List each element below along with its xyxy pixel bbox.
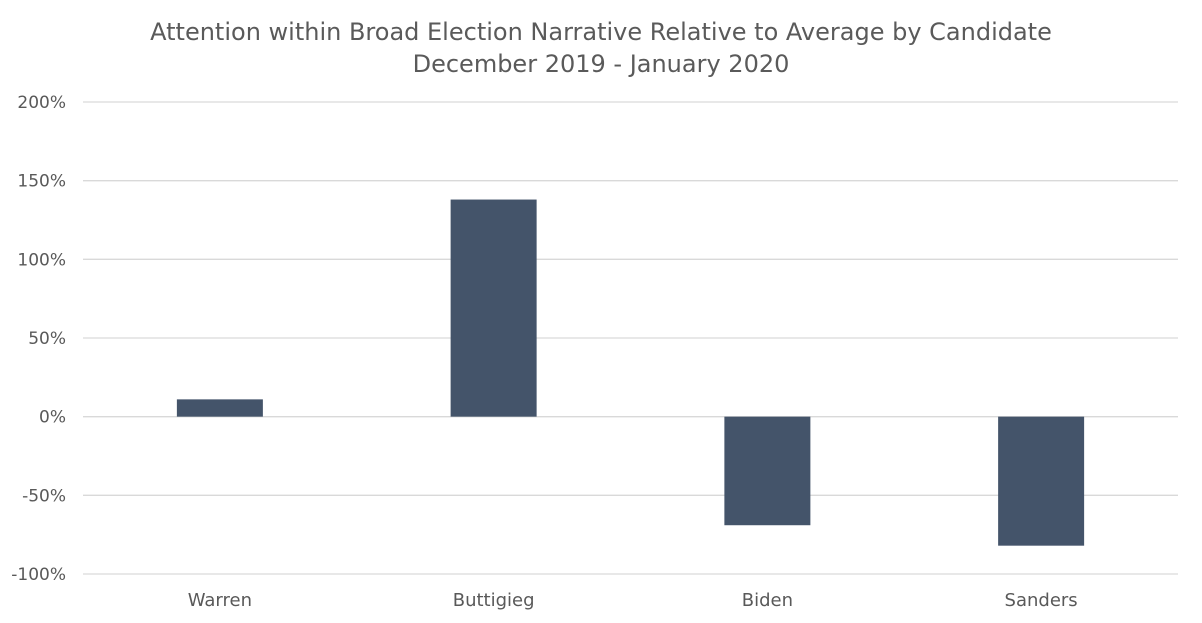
y-tick-label: -100% (11, 565, 66, 585)
y-tick-label: -50% (22, 486, 66, 506)
x-category-label: Biden (742, 590, 793, 611)
bar-buttigieg (450, 199, 537, 417)
x-category-label: Buttigieg (453, 590, 535, 611)
x-category-label: Sanders (1005, 590, 1078, 611)
chart-title: Attention within Broad Election Narrativ… (150, 18, 1052, 46)
bars (176, 199, 1085, 546)
chart-subtitle: December 2019 - January 2020 (413, 50, 790, 78)
y-tick-label: 150% (17, 172, 66, 192)
x-axis-category-labels: Warren Buttigieg Biden Sanders (188, 590, 1078, 611)
y-tick-label: 100% (17, 250, 66, 270)
y-tick-label: 0% (39, 408, 66, 428)
bar-warren (176, 399, 263, 417)
bar-biden (724, 416, 811, 526)
x-category-label: Warren (188, 590, 252, 611)
y-tick-label: 200% (17, 93, 66, 113)
y-tick-label: 50% (28, 329, 66, 349)
y-axis-tick-labels: -100% -50% 0% 50% 100% 150% 200% (11, 93, 66, 585)
gridlines (83, 101, 1178, 575)
bar-sanders (998, 416, 1085, 546)
